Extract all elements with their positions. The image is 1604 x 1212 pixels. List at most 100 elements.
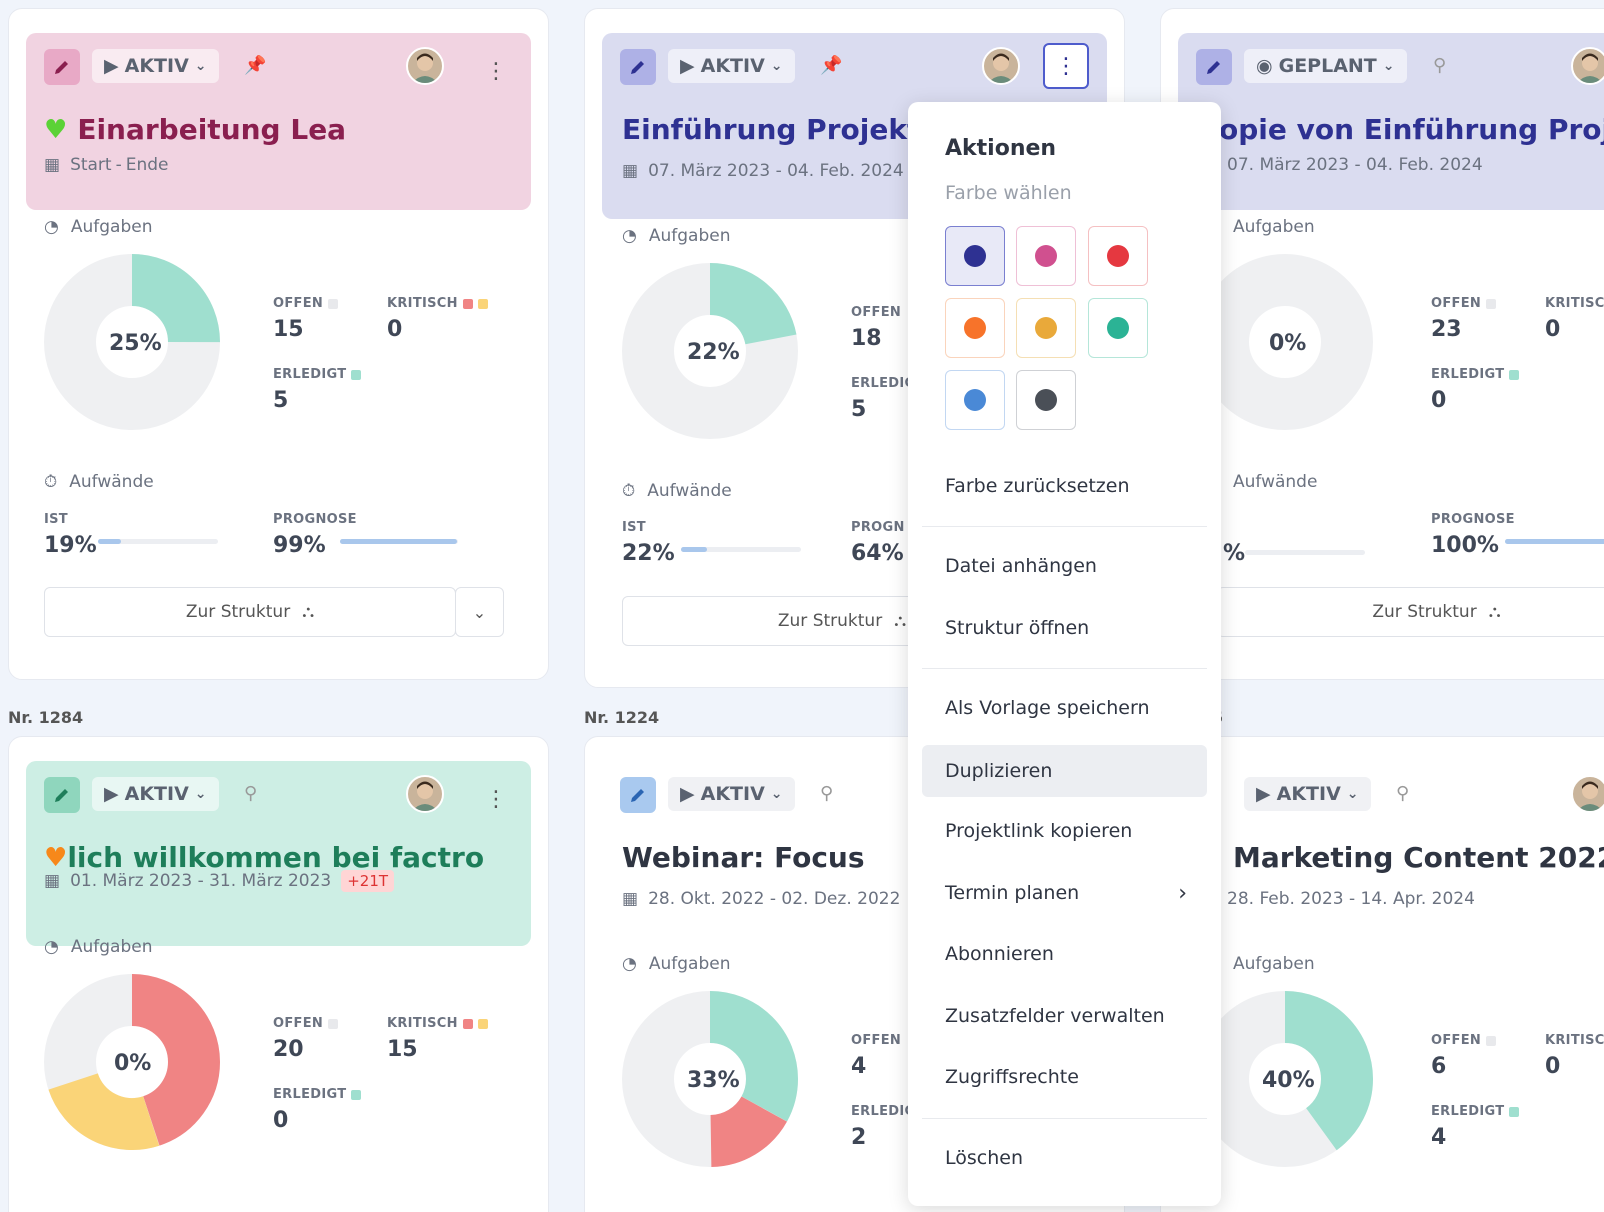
play-icon: ▶ [680,55,695,77]
pin-icon[interactable]: 📌 [244,55,267,76]
project-title[interactable]: ♥ lich willkommen bei factro [44,841,485,874]
project-title[interactable]: ♥ Einarbeitung Lea [44,113,347,146]
ist-bar [681,547,801,552]
pin-outline-icon[interactable]: ⚲ [820,783,834,804]
ist-bar [1245,550,1365,555]
color-swatch-navy[interactable] [945,226,1005,286]
stat-ist-value: % [1223,541,1246,566]
status-dropdown[interactable]: ▶ AKTIV ⌄ [1244,777,1371,811]
stat-kritisch: KRITISCH 0 [387,296,488,342]
sitemap-icon: ⛬ [894,611,907,631]
project-title[interactable]: Webinar: Focus [622,841,865,874]
color-swatch-red[interactable] [1088,226,1148,286]
project-card-1[interactable]: ▶ AKTIV ⌄ 📌 ⋮ ♥ Einarbeitung Lea ▦ Start - … [8,8,549,680]
color-swatch-pink[interactable] [1016,226,1076,286]
menu-divider [922,1118,1207,1119]
more-options-icon[interactable]: ⋮ [485,58,507,84]
color-swatch-gray[interactable] [1016,370,1076,430]
project-title[interactable]: Einführung Projektm [622,113,950,146]
stat-ist: IST 22% [622,520,675,566]
edit-icon[interactable] [44,49,80,85]
donut-percent: 22% [687,340,740,365]
pie-chart-icon: ◔ [622,226,637,246]
tasks-donut [622,991,798,1167]
color-swatch-teal[interactable] [1088,298,1148,358]
pin-icon[interactable]: 📌 [820,55,843,76]
effort-section-label: ⏱ Aufwände [622,481,732,501]
menu-header: Aktionen [945,136,1057,161]
menu-item-attach-file[interactable]: Datei anhängen [945,555,1097,577]
avatar[interactable] [406,775,444,813]
chevron-down-icon: ⌄ [472,602,487,622]
donut-percent: 0% [114,1051,152,1076]
stopwatch-icon: ⏱ [622,481,636,501]
menu-item-reset-color[interactable]: Farbe zurücksetzen [945,475,1130,497]
edit-icon[interactable] [44,777,80,813]
date-range: 07. März 2023 - 04. Feb. 2024 [1227,155,1483,175]
edit-icon[interactable] [620,777,656,813]
more-options-icon[interactable]: ⋮ [485,786,507,812]
pin-outline-icon[interactable]: ⚲ [244,783,258,804]
tasks-section-label: Aufgaben [1233,217,1315,237]
heart-icon: ♥ [44,114,68,145]
project-title[interactable]: opie von Einführung Projekt [1219,113,1604,146]
avatar[interactable] [1571,775,1604,813]
stat-kritisch: KRITISCH 15 [387,1016,488,1062]
edit-icon[interactable] [620,49,656,85]
stat-offen: OFFEN 4 [851,1033,902,1079]
menu-item-subscribe[interactable]: Abonnieren [945,943,1054,965]
status-dropdown[interactable]: ▶ AKTIV ⌄ [668,777,795,811]
project-number: Nr. 1284 [8,708,84,727]
menu-item-schedule[interactable]: Termin planen › [945,880,1187,906]
color-swatch-orange[interactable] [945,298,1005,358]
stopwatch-icon: ⏱ [44,472,58,492]
menu-item-permissions[interactable]: Zugriffsrechte [945,1066,1079,1088]
effort-section-label: ⏱ Aufwände [44,472,154,492]
project-card-6[interactable]: ▶ AKTIV ⌄ ⚲ Marketing Content 2022 28. Feb… [1160,736,1604,1212]
ist-bar [98,539,218,544]
menu-item-open-structure[interactable]: Struktur öffnen [945,617,1090,639]
donut-percent: 40% [1262,1068,1315,1093]
struct-button[interactable]: Zur Struktur ⛬ [1217,587,1604,637]
prognose-bar [1505,539,1604,544]
menu-item-delete[interactable]: Löschen [945,1147,1023,1169]
menu-item-duplicate[interactable]: Duplizieren [922,745,1207,797]
avatar[interactable] [982,47,1020,85]
tasks-donut [1197,254,1373,430]
date-range: 28. Feb. 2023 - 14. Apr. 2024 [1227,889,1475,909]
struct-button[interactable]: Zur Struktur ⛬ [44,587,456,637]
project-card-3[interactable]: ◉GEPLANT⌄ ⚲ opie von Einführung Projekt … [1160,8,1604,680]
pin-outline-icon[interactable]: ⚲ [1396,783,1410,804]
status-dropdown[interactable]: ▶ AKTIV ⌄ [668,49,795,83]
status-dropdown[interactable]: ▶ AKTIV ⌄ [92,777,219,811]
struct-dropdown-button[interactable]: ⌄ [455,587,504,637]
chevron-down-icon: ⌄ [770,58,783,74]
status-dropdown[interactable]: ▶ AKTIV ⌄ [92,49,219,83]
ist-bar-fill [98,539,121,544]
stat-prognose: PROGNOSE 100% [1431,512,1515,558]
status-dropdown[interactable]: ◉ GEPLANT ⌄ [1244,49,1407,83]
color-swatch-yellow[interactable] [1016,298,1076,358]
menu-item-copy-link[interactable]: Projektlink kopieren [945,820,1133,842]
stat-erledigt: ERLEDIG 2 [851,1104,916,1150]
calendar-icon: ▦ [622,161,639,181]
stat-erledigt: ERLEDIGT 0 [273,1087,362,1133]
sitemap-icon: ⛬ [1488,602,1501,622]
color-swatch-blue[interactable] [945,370,1005,430]
pie-chart-icon: ◔ [622,954,637,974]
project-title[interactable]: Marketing Content 2022 [1233,841,1604,874]
edit-icon[interactable] [1196,49,1232,85]
avatar[interactable] [1571,47,1604,85]
avatar[interactable] [406,47,444,85]
tasks-donut [44,974,220,1150]
stat-prognose: PROGNOSE 99% [273,512,357,558]
pin-outline-icon[interactable]: ⚲ [1433,55,1447,76]
project-number: Nr. 1224 [584,708,660,727]
project-card-4[interactable]: ▶ AKTIV ⌄ ⚲ ⋮ ♥ lich willkommen bei factro … [8,736,549,1212]
more-options-button[interactable]: ⋮ [1043,43,1089,89]
donut-percent: 25% [109,331,162,356]
calendar-icon: ▦ [44,155,61,175]
menu-item-custom-fields[interactable]: Zusatzfelder verwalten [945,1005,1165,1027]
menu-item-save-template[interactable]: Als Vorlage speichern [945,697,1150,719]
tasks-section-label: Aufgaben [1233,954,1315,974]
